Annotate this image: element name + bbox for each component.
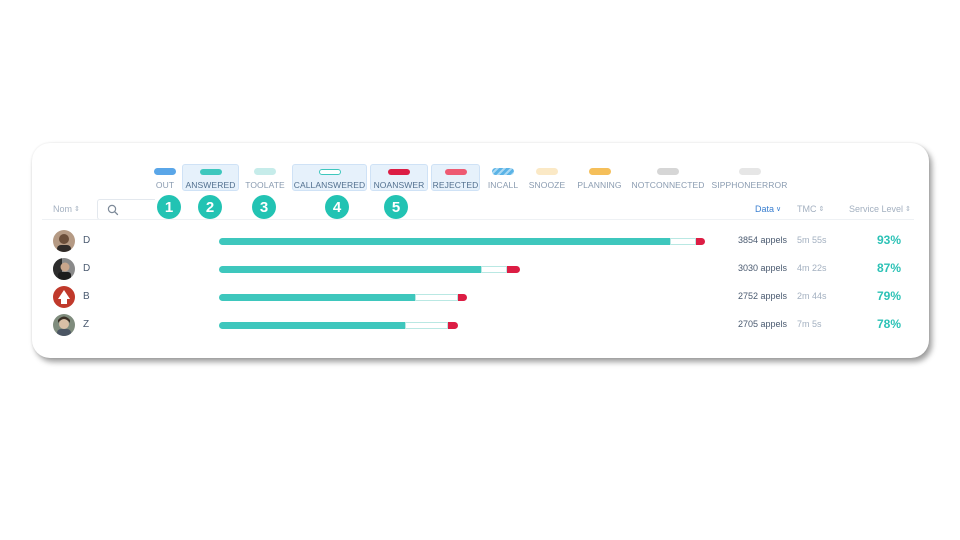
legend-out[interactable]: OUT <box>150 164 180 191</box>
avatar <box>53 314 75 336</box>
legend-incall[interactable]: INCALL <box>484 164 522 191</box>
legend-swatch <box>444 169 467 175</box>
table-row[interactable]: D 3030 appels 4m 22s 87% <box>0 258 960 280</box>
legend-label: SNOOZE <box>528 180 566 190</box>
legend-callanswered[interactable]: CALLANSWERED <box>292 164 367 191</box>
table-row[interactable]: D 3854 appels 5m 55s 93% <box>0 230 960 252</box>
call-count: 3030 appels <box>738 263 788 273</box>
average-call-time: 2m 44s <box>797 291 827 301</box>
header-divider <box>42 219 914 220</box>
badge-4: 4 <box>325 195 349 219</box>
legend-swatch <box>588 168 611 175</box>
legend-swatch <box>738 168 761 175</box>
search-icon <box>107 204 119 216</box>
legend-snooze[interactable]: SNOOZE <box>526 164 568 191</box>
legend-sipphoneerror[interactable]: SIPPHONEERROR <box>712 164 787 191</box>
badge-5: 5 <box>384 195 408 219</box>
average-call-time: 5m 55s <box>797 235 827 245</box>
bar-segment-answered <box>219 238 670 245</box>
legend-label: OUT <box>155 180 175 190</box>
service-level-value: 79% <box>877 289 902 303</box>
legend-noanswer[interactable]: NOANSWER <box>370 164 428 191</box>
legend-swatch <box>199 169 222 175</box>
avatar <box>53 258 75 280</box>
service-level-value: 87% <box>877 261 902 275</box>
legend-swatch <box>657 168 679 175</box>
legend-notconnected[interactable]: NOTCONNECTED <box>632 164 704 191</box>
legend-label: NOTCONNECTED <box>631 180 705 190</box>
avatar <box>53 230 75 252</box>
sort-icon: ⇕ <box>818 206 825 213</box>
bar-segment-answered <box>219 322 406 329</box>
agent-stats-card <box>32 143 929 358</box>
legend-label: TOOLATE <box>245 180 285 190</box>
bar-segment-noanswer <box>506 266 520 273</box>
service-level-value: 78% <box>877 317 902 331</box>
legend-swatch <box>318 169 341 175</box>
call-count: 2752 appels <box>738 291 788 301</box>
bar-segment-noanswer <box>447 322 459 329</box>
legend-label: ANSWERED <box>185 180 236 190</box>
chevron-down-icon: ∨ <box>776 206 782 213</box>
table-row[interactable]: Z 2705 appels 7m 5s 78% <box>0 314 960 336</box>
column-name-label: Nom <box>53 204 73 214</box>
legend-label: CALLANSWERED <box>293 180 366 190</box>
legend-label: REJECTED <box>432 180 479 190</box>
bar-segment-answered <box>219 294 416 301</box>
bar-segment-callanswered <box>669 238 696 245</box>
call-status-bar <box>219 238 705 245</box>
bar-segment-callanswered <box>415 294 459 301</box>
legend-planning[interactable]: PLANNING <box>573 164 626 191</box>
legend-label: INCALL <box>487 180 519 190</box>
service-level-value: 93% <box>877 233 902 247</box>
call-status-bar <box>219 266 601 273</box>
bar-segment-noanswer <box>695 238 705 245</box>
column-header-data[interactable]: Data ∨ <box>755 204 781 214</box>
average-call-time: 7m 5s <box>797 319 822 329</box>
bar-segment-answered <box>219 266 482 273</box>
legend-label: PLANNING <box>577 180 622 190</box>
column-header-name[interactable]: Nom ⇕ <box>53 204 80 214</box>
legend-swatch <box>492 168 514 175</box>
legend-swatch <box>154 168 176 175</box>
call-count: 3854 appels <box>738 235 788 245</box>
legend-swatch <box>536 168 558 175</box>
call-status-bar <box>219 294 566 301</box>
legend-label: SIPPHONEERROR <box>711 180 788 190</box>
bar-segment-noanswer <box>458 294 468 301</box>
legend-swatch <box>254 168 276 175</box>
legend-toolate[interactable]: TOOLATE <box>244 164 286 191</box>
column-data-label: Data <box>755 204 775 214</box>
call-count: 2705 appels <box>738 319 788 329</box>
bar-segment-callanswered <box>405 322 448 329</box>
legend-label: NOANSWER <box>373 180 425 190</box>
sort-icon: ⇕ <box>905 206 911 213</box>
legend-swatch <box>388 169 410 175</box>
column-header-service-level[interactable]: Service Level ⇕ <box>849 204 911 214</box>
column-header-tmc[interactable]: TMC ⇕ <box>797 204 824 214</box>
agent-name: D <box>83 263 91 274</box>
sort-icon: ⇕ <box>74 206 80 213</box>
bar-segment-callanswered <box>481 266 507 273</box>
call-status-bar <box>219 322 560 329</box>
search-input[interactable] <box>97 199 155 220</box>
badge-3: 3 <box>252 195 276 219</box>
average-call-time: 4m 22s <box>797 263 827 273</box>
badge-1: 1 <box>157 195 181 219</box>
agent-name: B <box>83 291 90 302</box>
agent-name: Z <box>83 319 90 330</box>
agent-name: D <box>83 235 91 246</box>
column-service-level-label: Service Level <box>849 204 904 214</box>
avatar <box>53 286 75 308</box>
column-tmc-label: TMC <box>797 204 817 214</box>
badge-2: 2 <box>198 195 222 219</box>
legend-answered[interactable]: ANSWERED <box>182 164 239 191</box>
table-row[interactable]: B 2752 appels 2m 44s 79% <box>0 286 960 308</box>
legend-rejected[interactable]: REJECTED <box>431 164 480 191</box>
